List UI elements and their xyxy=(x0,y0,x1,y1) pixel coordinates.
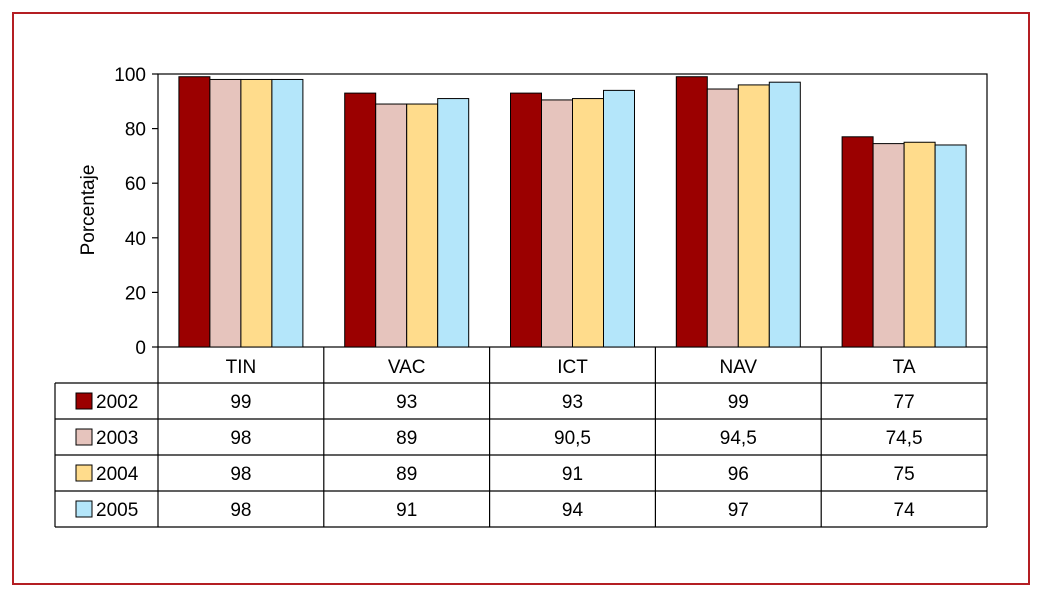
bar xyxy=(271,78,304,348)
category-label: NAV xyxy=(719,357,757,378)
y-tick-label: 100 xyxy=(114,65,146,86)
bar xyxy=(572,98,604,348)
bar xyxy=(240,78,273,348)
data-label: 98 xyxy=(230,500,251,521)
legend-swatch xyxy=(75,464,93,482)
data-table: TIN VAC ICT NAV TA 2002 99 93 93 99 77 2003 98 89 90,5… xyxy=(54,347,988,528)
data-label: 74,5 xyxy=(886,428,923,449)
data-label: 75 xyxy=(894,464,915,485)
data-label: 91 xyxy=(562,464,583,485)
bar xyxy=(510,92,542,348)
data-label: 91 xyxy=(396,500,417,521)
category-label: ICT xyxy=(557,357,588,378)
data-label: 93 xyxy=(396,392,417,413)
data-label: 90,5 xyxy=(554,428,591,449)
y-tick-label: 60 xyxy=(125,174,146,195)
bar xyxy=(541,99,573,348)
category-label: VAC xyxy=(388,357,426,378)
legend-label: 2005 xyxy=(96,500,138,521)
bar xyxy=(872,143,905,348)
bar xyxy=(675,76,708,348)
bar xyxy=(934,144,967,348)
data-label: 93 xyxy=(562,392,583,413)
bar xyxy=(437,98,470,348)
data-label: 77 xyxy=(894,392,915,413)
bar xyxy=(603,89,635,348)
y-axis-label: Porcentaje xyxy=(78,165,99,256)
data-label: 98 xyxy=(230,464,251,485)
data-label: 96 xyxy=(728,464,749,485)
data-label: 99 xyxy=(230,392,251,413)
legend-swatch xyxy=(75,500,93,518)
legend-label: 2003 xyxy=(96,428,138,449)
data-label: 98 xyxy=(230,428,251,449)
data-label: 89 xyxy=(396,464,417,485)
bar xyxy=(903,141,936,348)
y-tick-label: 20 xyxy=(125,283,146,304)
legend-swatch xyxy=(75,428,93,446)
data-label: 74 xyxy=(894,500,916,521)
y-tick-label: 80 xyxy=(125,120,146,141)
bar xyxy=(178,76,211,348)
y-tick-label: 0 xyxy=(135,338,146,359)
bar xyxy=(706,88,739,348)
legend-swatch xyxy=(75,392,93,410)
category-label: TA xyxy=(893,357,916,378)
y-tick-label: 40 xyxy=(125,229,146,250)
data-label: 94,5 xyxy=(720,428,757,449)
bar xyxy=(768,81,801,348)
bar xyxy=(344,92,377,348)
data-label: 97 xyxy=(728,500,749,521)
bar xyxy=(841,136,874,348)
legend-label: 2004 xyxy=(96,464,139,485)
legend-label: 2002 xyxy=(96,392,138,413)
category-label: TIN xyxy=(226,357,257,378)
data-label: 94 xyxy=(562,500,584,521)
bar xyxy=(406,103,439,348)
data-label: 89 xyxy=(396,428,417,449)
bar xyxy=(375,103,408,348)
plot-area: 0 20 40 60 80 100 xyxy=(114,65,988,359)
bar xyxy=(209,78,242,348)
bar xyxy=(737,84,770,348)
data-label: 99 xyxy=(728,392,749,413)
